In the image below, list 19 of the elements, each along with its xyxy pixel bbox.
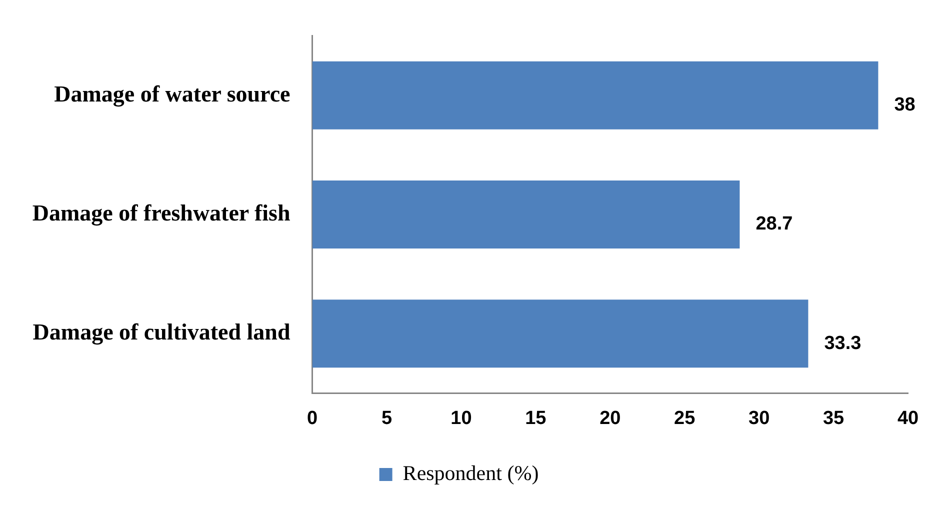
legend-label: Respondent (%) [402, 461, 539, 486]
data-label: 38 [894, 94, 916, 116]
x-tick-label: 30 [748, 408, 770, 429]
x-tick-label: 0 [306, 408, 318, 429]
bar [312, 61, 878, 130]
data-label: 28.7 [756, 214, 793, 235]
x-tick-label: 35 [822, 408, 845, 429]
data-label: 33.3 [824, 332, 862, 354]
x-tick-label: 5 [381, 408, 392, 429]
y-tick-label: Damage of water source [54, 81, 290, 108]
x-tick-label: 20 [600, 408, 621, 429]
x-tick-label: 25 [674, 408, 696, 429]
x-tick-label: 10 [450, 408, 472, 429]
x-tick-label: 40 [897, 408, 919, 429]
bar [312, 300, 808, 368]
bar [312, 180, 740, 248]
y-tick-label: Damage of cultivated land [32, 320, 290, 346]
y-tick-label: Damage of freshwater fish [32, 200, 290, 226]
x-tick-label: 15 [525, 408, 547, 429]
